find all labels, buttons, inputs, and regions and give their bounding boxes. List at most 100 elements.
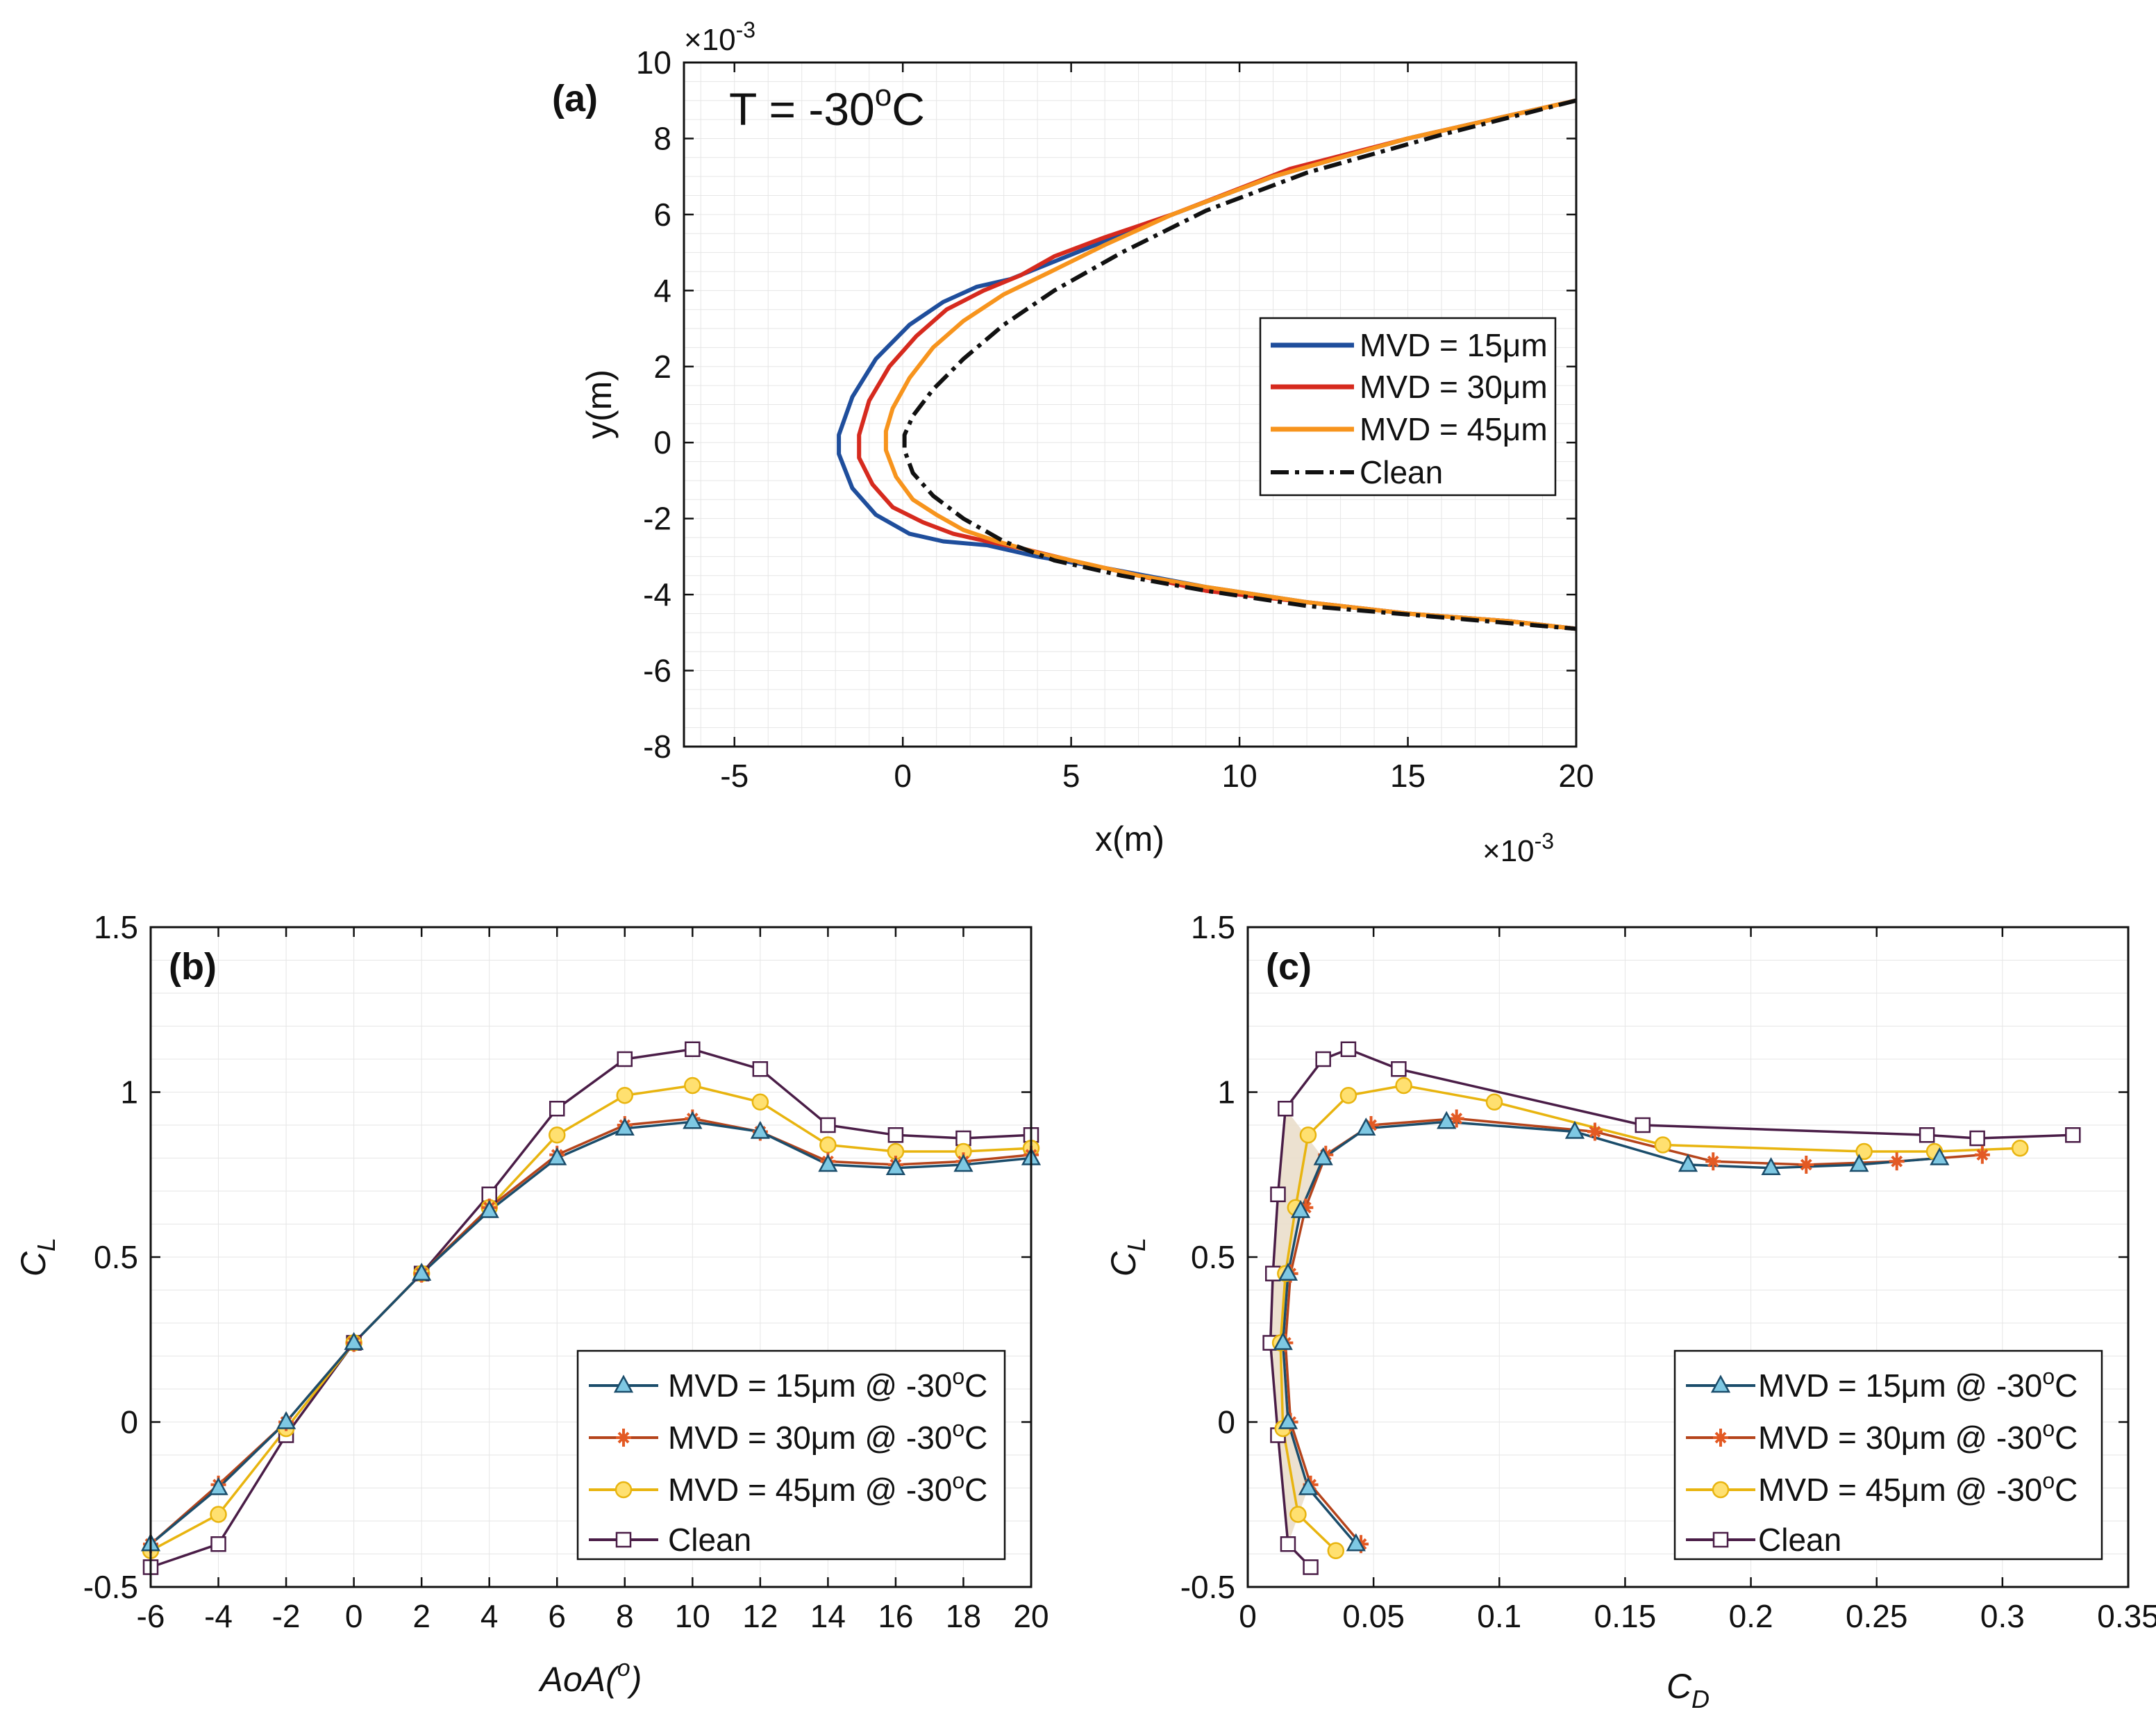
series-b-mvd45-point [548,1126,566,1144]
series-b-mvd15-point [953,1154,973,1172]
series-c-mvd45-line [1279,1084,2021,1552]
series-c-mvd45-point [1654,1136,1672,1154]
a-x-tick-label: 10 [1222,758,1257,794]
series-b-mvd15-point [615,1117,635,1136]
series-b-mvd15-line [149,1120,1032,1545]
c-x-tick-label: 0.1 [1477,1598,1521,1634]
b-x-tick-label: 16 [878,1598,913,1634]
c-x-tick-label: 0.05 [1342,1598,1405,1634]
b-x-tick-label: 10 [675,1598,710,1634]
a-x-tick-label: 20 [1558,758,1594,794]
b-x-tick-label: -2 [272,1598,301,1634]
series-b-mvd15-point [547,1147,567,1165]
a-y-tick-label: 2 [653,349,671,385]
b-y-tick-label: 1 [120,1074,138,1111]
a-x-tick-label: -5 [720,758,749,794]
series-b-clean-point [887,1127,904,1143]
series-c-mvd30-point [1705,1152,1721,1171]
legend-b-label-mvd45: MVD = 45μm @ -30oC [668,1468,987,1508]
panel-a-series [837,98,1577,631]
c-x-tick-label: 0 [1239,1598,1257,1634]
a-x-tick-label: 15 [1390,758,1426,794]
series-c-mvd15-point [1298,1477,1319,1495]
series-b-mvd15-point [344,1331,364,1350]
a-y-tick-label: -8 [643,729,671,765]
b-y-tick-label: 0.5 [94,1239,138,1275]
series-b-clean-point [549,1101,565,1117]
c-y-tick-label: 1 [1217,1074,1235,1111]
legend-c-label-mvd15: MVD = 15μm @ -30oC [1758,1364,2078,1404]
b-x-tick-label: 2 [412,1598,431,1634]
series-c-mvd45-point [1339,1087,1357,1104]
c-x-tick-label: 0.2 [1729,1598,1773,1634]
panel-b-series [140,1041,1042,1575]
panel-a-legend-box [1259,317,1557,497]
series-c-mvd30-point [1798,1156,1814,1174]
a-x-tick-label: 5 [1062,758,1080,794]
series-b-mvd15-point [885,1157,906,1175]
c-x-tick-label: 0.3 [1980,1598,2025,1634]
b-x-tick-label: 8 [616,1598,634,1634]
b-x-tick-label: 12 [742,1598,778,1634]
c-x-tick-label: 0.25 [1846,1598,1908,1634]
series-b-mvd45-point [751,1093,769,1111]
c-x-tick-label: 0.15 [1594,1598,1657,1634]
panel-c-series [1262,1041,2081,1575]
panel-b-y-axis-label: CL [14,1238,60,1277]
panel-b-label: (b) [169,946,217,988]
legend-c-entry-clean [1686,1531,1755,1548]
series-c-clean-point [1635,1117,1651,1133]
series-c-mvd15-point [1278,1411,1298,1429]
panel-c-y-axis-label: CL [1104,1238,1151,1277]
series-b-mvd45-point [684,1076,701,1095]
b-x-tick-label: 0 [345,1598,363,1634]
legend-c-label-clean: Clean [1758,1522,1841,1558]
series-c-mvd45-point [1395,1076,1412,1095]
series-b-clean-line [150,1048,1032,1569]
a-y-tick-label: -4 [643,576,671,613]
series-c-mvd45-point [1327,1542,1345,1559]
legend-a-label-mvd45: MVD = 45μm [1360,411,1548,447]
a-y-tick-label: 6 [653,197,671,233]
series-b-clean-point [210,1536,226,1552]
series-b-mvd15-point [750,1120,770,1139]
panel-c-legend: MVD = 15μm @ -30oC MVD = 30μm @ -30oC MV… [1673,1349,2103,1561]
panel-a-y-multiplier: ×10-3 [684,17,755,57]
series-c-mvd15-point [1761,1157,1781,1175]
series-c-clean-line [1269,1047,2073,1568]
panel-a-legend: MVD = 15μm MVD = 30μm MVD = 45μm Clean [1259,317,1557,497]
panel-c-label: (c) [1266,946,1312,988]
series-a-mvd45-line [883,98,1577,631]
panel-a-label: (a) [552,78,598,119]
series-b-mvd15-point [683,1111,703,1129]
a-y-tick-label: 0 [653,424,671,460]
b-x-tick-label: 4 [480,1598,499,1634]
series-b-clean-point [820,1117,836,1133]
panel-b-x-axis-label: AoA(o) [538,1655,642,1699]
a-y-tick-label: 8 [653,120,671,156]
series-c-clean-point [1303,1559,1319,1575]
a-y-tick-label: -6 [643,653,671,689]
b-x-tick-label: 6 [548,1598,566,1634]
panel-c-drag-polar-chart: 0 0.05 0.1 0.15 0.2 0.25 0.3 0.35-0.500.511.5 (… [1104,909,2156,1713]
legend-b-label-mvd15: MVD = 15μm @ -30oC [668,1364,987,1404]
legend-b-label-clean: Clean [668,1522,751,1558]
b-x-tick-label: 14 [810,1598,846,1634]
series-c-mvd15-point [1290,1199,1311,1218]
panel-b-ticks: -6 -4 -2 0 2 4 6 8 10 12 14 16 18 20 -0.5 0 0.5 1 1.5 [83,909,1049,1634]
b-y-tick-label: 0 [120,1404,138,1440]
series-c-mvd15-point [1313,1147,1333,1165]
series-c-mvd30-point [1889,1152,1905,1171]
panel-a-ticks: -5 0 5 10 15 20 -8 -6 -4 -2 0 2 4 6 8 10 [636,44,1594,794]
series-c-mvd15-point [1437,1111,1457,1129]
series-b-clean-point [752,1061,769,1077]
b-x-tick-label: 18 [946,1598,981,1634]
series-c-clean-point [1340,1041,1357,1057]
series-c-mvd30-point [1298,1198,1314,1217]
panel-a-grid [684,62,1577,747]
series-b-clean-point [617,1051,633,1067]
legend-c-entry-mvd30 [1686,1429,1755,1447]
series-c-clean-point [1315,1051,1331,1067]
b-x-tick-label: -6 [137,1598,165,1634]
